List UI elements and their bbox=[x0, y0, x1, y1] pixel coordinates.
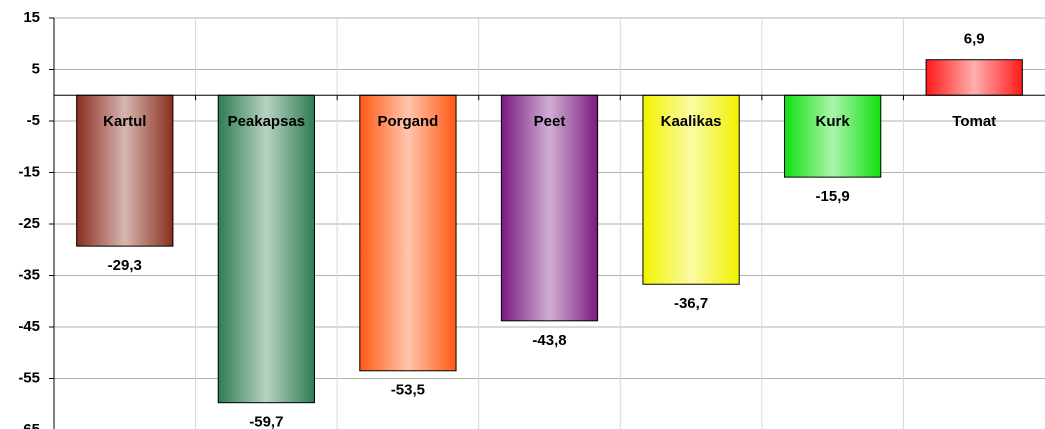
y-tick-label: 15 bbox=[23, 9, 40, 26]
y-tick-label: -25 bbox=[18, 215, 40, 232]
data-label: -43,8 bbox=[532, 332, 566, 349]
category-label: Kurk bbox=[816, 113, 851, 130]
data-label: -29,3 bbox=[108, 257, 142, 274]
category-label: Porgand bbox=[378, 113, 439, 130]
category-label: Tomat bbox=[952, 113, 996, 130]
category-label: Peakapsas bbox=[228, 113, 306, 130]
bar bbox=[925, 59, 1023, 96]
y-tick-label: -45 bbox=[18, 318, 40, 335]
category-label: Peet bbox=[534, 113, 566, 130]
data-label: -36,7 bbox=[674, 295, 708, 312]
y-tick-label: 5 bbox=[32, 60, 40, 77]
data-label: -53,5 bbox=[391, 382, 425, 399]
y-tick-label: -35 bbox=[18, 266, 40, 283]
data-label: -15,9 bbox=[816, 188, 850, 205]
bar bbox=[784, 94, 882, 178]
data-label: 6,9 bbox=[964, 31, 985, 48]
y-tick-label: -55 bbox=[18, 369, 40, 386]
data-label: -59,7 bbox=[249, 414, 283, 429]
bar bbox=[217, 94, 315, 404]
y-tick-label: -5 bbox=[27, 112, 40, 129]
category-label: Kaalikas bbox=[661, 113, 722, 130]
bar bbox=[642, 94, 740, 285]
y-tick-label: -15 bbox=[18, 163, 40, 180]
y-tick-label: -65 bbox=[18, 421, 40, 429]
bar bbox=[359, 94, 457, 372]
bar bbox=[500, 94, 599, 322]
category-label: Kartul bbox=[103, 113, 146, 130]
bar bbox=[76, 94, 174, 247]
